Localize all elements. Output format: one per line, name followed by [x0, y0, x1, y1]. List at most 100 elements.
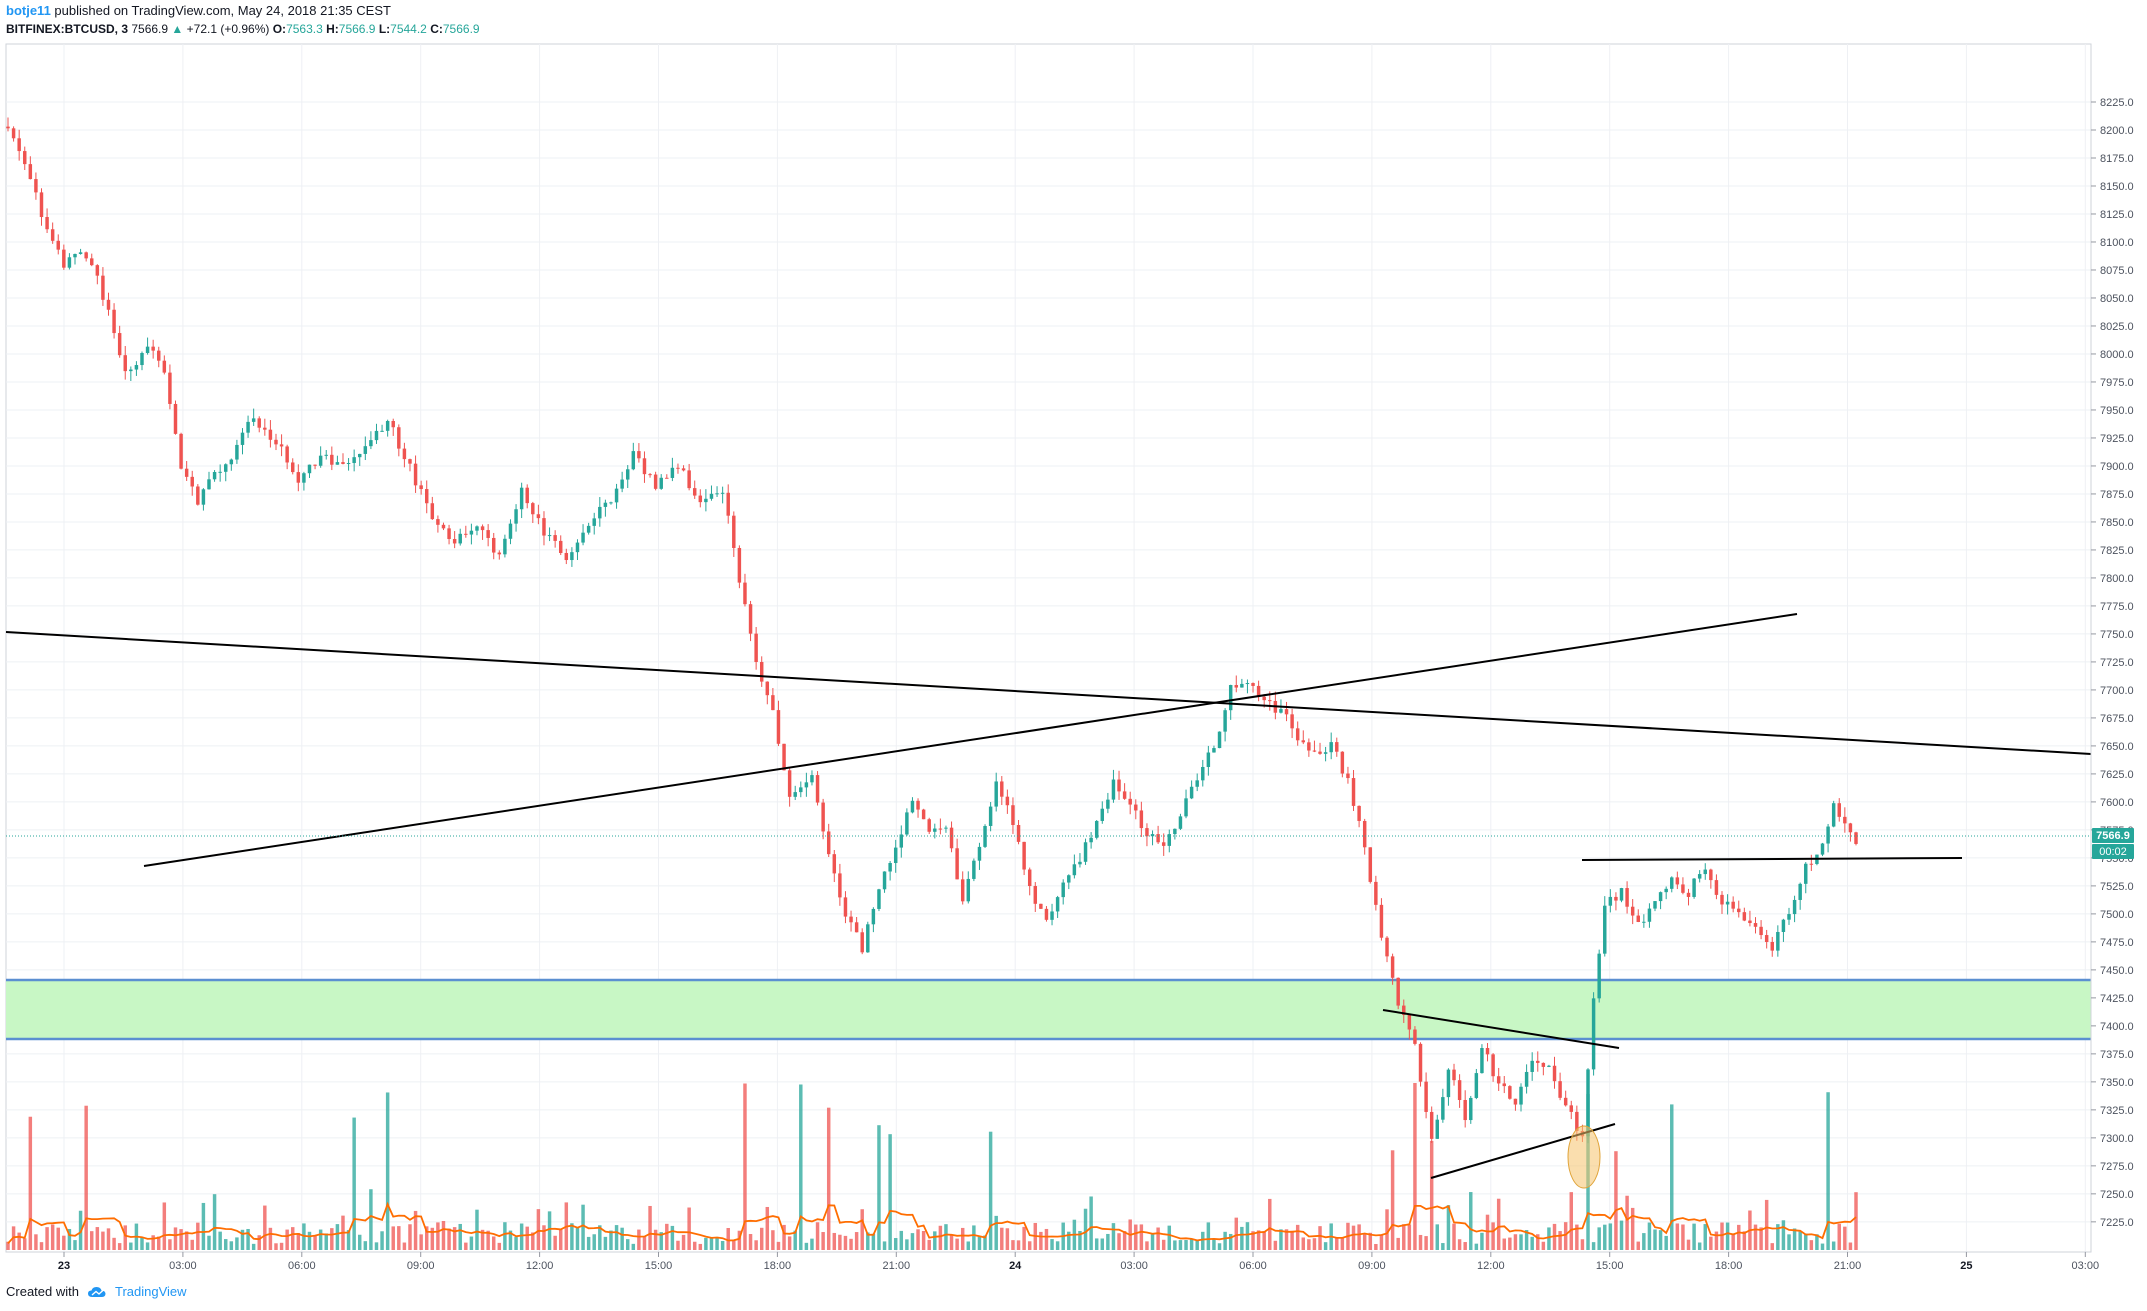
- candle-body: [1625, 888, 1629, 907]
- highlight-ellipse[interactable]: [1567, 1125, 1601, 1189]
- candle-body: [62, 249, 66, 268]
- candle-body: [1039, 903, 1043, 909]
- price-chart[interactable]: 8225.0 8200.0 8175.0 8150.0 8125.0 8100.0 8075…: [0, 42, 2147, 1278]
- volume-bar: [369, 1189, 373, 1250]
- candle-body: [916, 800, 920, 810]
- candle-body: [625, 469, 630, 480]
- candle-body: [1167, 834, 1172, 846]
- candle-body: [832, 854, 837, 874]
- candle-body: [598, 506, 602, 519]
- volume-bar: [318, 1229, 323, 1250]
- candle-body: [1139, 810, 1144, 829]
- volume-bar: [184, 1231, 189, 1250]
- candle-body: [866, 924, 870, 953]
- volume-bar: [1709, 1236, 1713, 1250]
- candle-body: [1530, 1060, 1534, 1072]
- price-tick-label: 8150.0: [2100, 181, 2134, 193]
- countdown-badge: [2092, 844, 2134, 859]
- candle-body: [268, 429, 273, 440]
- wedge-upper-line[interactable]: [1382, 1009, 1620, 1049]
- candle-body: [1463, 1100, 1467, 1121]
- candle-body: [715, 493, 719, 495]
- ascending-trendline[interactable]: [143, 613, 1798, 867]
- candle-body: [1541, 1062, 1546, 1067]
- candle-body: [1407, 1014, 1412, 1030]
- volume-bar: [157, 1236, 161, 1250]
- price-axis[interactable]: 8225.0 8200.0 8175.0 8150.0 8125.0 8100.0 8075…: [2091, 97, 2134, 1229]
- candle-body: [1016, 825, 1021, 842]
- candle-body: [1748, 920, 1752, 924]
- volume-bar: [480, 1229, 485, 1250]
- volume-bar: [190, 1239, 194, 1250]
- time-axis[interactable]: 23 03:00 06:00 09:00 12:00 15:00 18:00 21:00 24 0…: [58, 1252, 2099, 1272]
- author-link[interactable]: botje11: [6, 3, 51, 18]
- candle-body: [1720, 894, 1724, 905]
- price-tick-label: 7350.0: [2100, 1077, 2134, 1089]
- candle-body: [1798, 883, 1802, 900]
- candle-body: [1089, 837, 1093, 843]
- created-with-label: Created with: [6, 1284, 79, 1299]
- volume-bar: [90, 1231, 94, 1250]
- volume-bar: [140, 1237, 144, 1250]
- tradingview-logo[interactable]: TradingView: [87, 1284, 187, 1299]
- volume-bar: [168, 1239, 172, 1250]
- candle-body: [910, 800, 915, 813]
- candle-body: [944, 827, 948, 829]
- volume-bar: [1011, 1240, 1015, 1250]
- time-tick-label: 09:00: [407, 1260, 435, 1272]
- candle-body: [726, 492, 730, 516]
- candle-body: [1396, 977, 1400, 1006]
- candle-body: [838, 873, 842, 898]
- candle-body: [1452, 1069, 1456, 1081]
- candle-body: [670, 467, 675, 478]
- volume-bar: [927, 1239, 931, 1250]
- candle-body: [346, 463, 351, 465]
- volume-bar: [62, 1235, 66, 1250]
- volume-bar: [1117, 1233, 1121, 1250]
- volume-bar: [536, 1209, 541, 1250]
- volume-bar: [609, 1230, 613, 1250]
- volume-bar: [408, 1224, 412, 1250]
- candle-body: [804, 782, 809, 788]
- candle-body: [1603, 905, 1607, 954]
- candle-body: [1636, 915, 1640, 922]
- volume-bar: [681, 1234, 686, 1250]
- volume-bar: [575, 1227, 580, 1250]
- candle-body: [988, 806, 993, 826]
- price-tick-label: 8025.0: [2100, 321, 2134, 333]
- candle-body: [1608, 896, 1613, 906]
- candle-body: [1731, 901, 1735, 909]
- volume-bar: [1843, 1226, 1847, 1250]
- candle-body: [1312, 750, 1317, 752]
- volume-bar: [1809, 1240, 1814, 1250]
- candle-body: [190, 476, 194, 487]
- descending-trendline[interactable]: [5, 631, 2092, 755]
- resistance-line[interactable]: [1581, 857, 1963, 861]
- volume-bar: [648, 1205, 652, 1250]
- candle-body: [1469, 1097, 1473, 1121]
- volume-bar: [1642, 1233, 1646, 1250]
- candle-body: [1413, 1029, 1417, 1044]
- last-price-badge-text: 7566.9: [2096, 830, 2130, 842]
- candle-body: [927, 819, 931, 832]
- candle-body: [313, 464, 317, 466]
- price-tick-label: 7450.0: [2100, 965, 2134, 977]
- candle-body: [1206, 752, 1211, 767]
- candle-body: [1111, 779, 1116, 800]
- volume-bar: [23, 1238, 27, 1250]
- volume-bar: [397, 1226, 401, 1250]
- candle-body: [1686, 892, 1691, 897]
- volume-bar: [1318, 1226, 1322, 1250]
- candle-body: [1759, 926, 1763, 936]
- volume-bar: [1463, 1242, 1467, 1250]
- candle-body: [871, 908, 876, 925]
- volume-bar: [391, 1226, 395, 1250]
- candle-body: [821, 802, 825, 832]
- chart-pane[interactable]: [5, 43, 2092, 1253]
- symbol-name[interactable]: BITFINEX:BTCUSD, 3: [6, 22, 129, 36]
- volume-bar: [860, 1209, 864, 1250]
- volume-bar: [592, 1234, 596, 1250]
- published-text: published on TradingView.com, May 24, 20…: [54, 3, 391, 18]
- price-tick-label: 8225.0: [2100, 97, 2134, 109]
- volume-bar: [754, 1240, 758, 1250]
